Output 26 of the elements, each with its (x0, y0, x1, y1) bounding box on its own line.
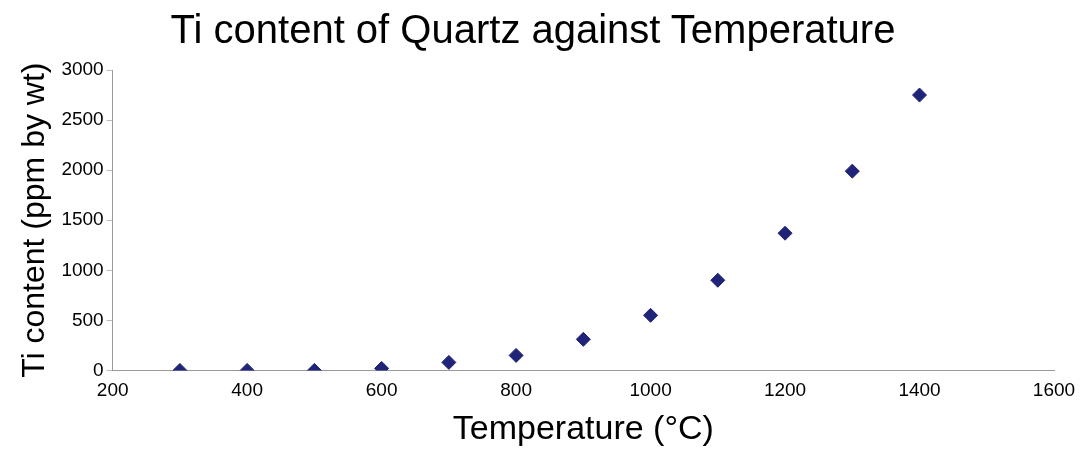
point (508, 347, 524, 363)
x-tick-label: 200 (96, 379, 129, 401)
y-tick-label: 1500 (61, 208, 104, 230)
x-tick-label: 1400 (898, 379, 941, 401)
point (643, 307, 659, 323)
y-axis-title: Ti content (ppm by wt) (15, 62, 52, 378)
x-tick-label: 800 (500, 379, 532, 401)
x-tick-label: 1000 (629, 379, 672, 401)
point (575, 331, 591, 347)
point (777, 225, 793, 241)
x-tick-label: 1200 (763, 379, 807, 401)
x-tick-label: 400 (231, 379, 263, 401)
y-tick-label: 500 (71, 308, 104, 330)
x-axis-title: Temperature (°C) (452, 407, 714, 446)
point (912, 87, 928, 103)
y-tick-label: 2500 (61, 108, 104, 130)
y-tick-label: 3000 (61, 58, 104, 80)
point (441, 354, 457, 370)
x-tick-label: 1600 (1032, 379, 1076, 401)
point (710, 272, 726, 288)
chart-title: Ti content of Quartz against Temperature (170, 7, 896, 52)
y-tick-label: 0 (93, 358, 104, 380)
x-tick-label: 600 (365, 379, 398, 401)
y-tick-label: 2000 (61, 158, 104, 180)
y-tick-label: 1000 (61, 258, 104, 280)
point (844, 163, 860, 179)
